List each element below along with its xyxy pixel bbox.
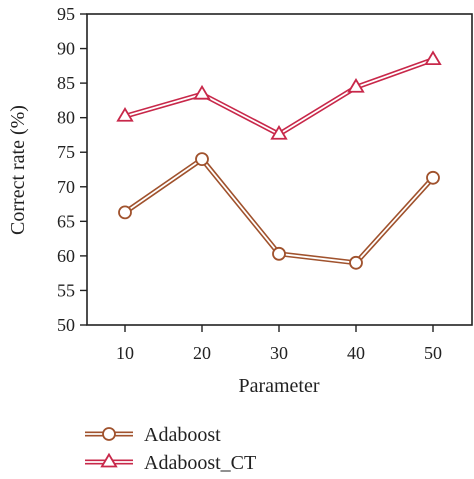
plot-frame xyxy=(86,13,473,326)
data-point xyxy=(426,170,440,185)
y-tick-label: 50 xyxy=(57,315,75,335)
series-adaboost xyxy=(118,152,440,270)
y-tick-label: 75 xyxy=(57,142,75,162)
series-line xyxy=(124,57,434,137)
legend-label: Adaboost_CT xyxy=(144,452,256,474)
data-point xyxy=(347,77,365,93)
y-tick-label: 65 xyxy=(57,211,75,231)
data-point xyxy=(270,124,288,140)
series-layer xyxy=(116,50,442,270)
legend-swatch-marker xyxy=(102,427,116,441)
legend-label: Adaboost xyxy=(144,424,221,446)
data-point xyxy=(424,50,442,66)
x-tick-label: 30 xyxy=(270,343,288,363)
data-point xyxy=(195,152,209,167)
series-adaboost-ct xyxy=(116,50,442,140)
data-point xyxy=(349,255,363,270)
y-tick-label: 55 xyxy=(57,280,75,300)
x-axis-ticks: 10 20 30 40 50 xyxy=(116,325,442,363)
y-tick-label: 85 xyxy=(57,73,75,93)
data-point xyxy=(116,107,134,122)
x-tick-label: 40 xyxy=(347,343,365,363)
y-axis-ticks: 50 55 60 65 70 75 80 85 90 95 xyxy=(57,4,87,335)
y-tick-label: 70 xyxy=(57,177,75,197)
legend: Adaboost Adaboost_CT xyxy=(85,424,256,474)
data-point xyxy=(193,84,211,100)
data-point xyxy=(118,205,132,220)
legend-item: Adaboost xyxy=(85,424,221,446)
y-tick-label: 60 xyxy=(57,246,75,266)
y-tick-label: 95 xyxy=(57,4,75,24)
y-axis-title: Correct rate (%) xyxy=(7,105,29,235)
x-tick-label: 50 xyxy=(424,343,442,363)
legend-item: Adaboost_CT xyxy=(85,452,256,474)
series-line-inner xyxy=(124,58,434,136)
y-tick-label: 90 xyxy=(57,39,75,59)
y-tick-label: 80 xyxy=(57,108,75,128)
legend-swatch-marker xyxy=(100,452,118,468)
x-axis-title: Parameter xyxy=(238,375,319,397)
data-point xyxy=(272,246,286,261)
x-tick-label: 10 xyxy=(116,343,134,363)
x-tick-label: 20 xyxy=(193,343,211,363)
